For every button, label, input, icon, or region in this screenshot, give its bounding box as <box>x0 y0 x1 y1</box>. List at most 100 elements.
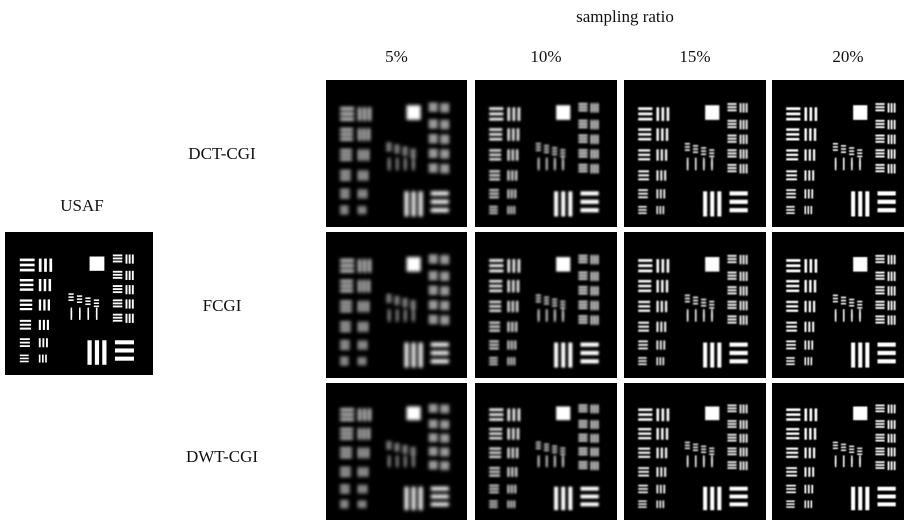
target-bar <box>87 314 89 320</box>
target-bar <box>340 418 354 421</box>
target-bar <box>489 330 500 332</box>
target-bar <box>340 471 351 473</box>
target-bar <box>441 272 443 281</box>
target-bar <box>662 107 665 121</box>
target-bar <box>90 257 105 271</box>
target-bar <box>891 272 893 281</box>
target-bar <box>703 191 707 216</box>
target-bar <box>894 286 896 295</box>
target-bar <box>693 297 698 299</box>
target-bar <box>875 123 884 125</box>
target-bar <box>656 408 659 421</box>
target-bar <box>515 170 517 180</box>
target-bar <box>554 487 558 510</box>
target-bar <box>447 120 449 129</box>
target-bar <box>403 154 408 156</box>
target-bar <box>554 343 558 368</box>
target-bar <box>362 301 364 312</box>
target-bar <box>340 433 353 435</box>
target-bar <box>405 343 409 368</box>
target-bar <box>888 272 890 281</box>
target-bar <box>431 200 449 204</box>
target-bar <box>638 475 649 477</box>
target-bar <box>786 452 798 454</box>
target-bar <box>441 164 443 173</box>
target-bar <box>44 279 47 291</box>
target-bar <box>685 442 690 443</box>
target-bar <box>849 452 854 453</box>
target-bar <box>638 348 648 350</box>
target-bar <box>429 126 438 128</box>
target-bar <box>746 149 748 158</box>
target-bar <box>71 314 73 320</box>
target-bar <box>875 275 884 277</box>
target-bar <box>489 500 498 502</box>
target-bar <box>441 103 443 112</box>
target-bar <box>85 297 90 299</box>
target-bar <box>512 128 514 141</box>
target-bar <box>20 324 31 326</box>
target-bar <box>42 338 44 347</box>
target-bar <box>431 351 449 355</box>
target-bar <box>743 120 745 129</box>
target-bar <box>660 500 662 508</box>
target-bar <box>507 301 509 312</box>
target-bar <box>638 488 648 490</box>
target-bar <box>891 461 893 470</box>
target-bar <box>405 487 409 510</box>
target-bar <box>656 500 658 508</box>
target-bar <box>444 120 446 129</box>
target-bar <box>429 315 438 317</box>
target-bar <box>853 257 867 272</box>
target-bar <box>656 189 658 198</box>
target-bar <box>740 272 742 281</box>
target-bar <box>786 154 798 156</box>
target-bar <box>638 113 652 116</box>
target-bar <box>812 170 814 180</box>
target-bar <box>429 258 438 260</box>
target-bar <box>591 461 593 470</box>
target-bar <box>429 461 438 463</box>
target-bar <box>444 103 446 112</box>
target-bar <box>489 506 498 508</box>
target-bar <box>849 302 854 304</box>
target-bar <box>20 345 30 347</box>
target-bar <box>685 146 690 148</box>
target-bar <box>594 164 596 173</box>
target-bar <box>709 451 714 452</box>
target-bar <box>786 413 800 416</box>
target-bar <box>786 158 798 160</box>
target-bar <box>578 164 587 166</box>
target-bar <box>746 461 748 470</box>
target-bar <box>663 357 665 365</box>
target-bar <box>507 467 509 477</box>
target-bar <box>665 448 667 459</box>
target-bar <box>685 448 690 449</box>
target-bar <box>429 405 438 407</box>
target-bar <box>20 342 30 344</box>
target-bar <box>536 301 541 303</box>
target-bar <box>804 408 807 421</box>
target-bar <box>638 408 652 411</box>
target-bar <box>429 278 438 280</box>
target-bar <box>857 149 862 151</box>
target-bar <box>447 315 449 324</box>
target-bar <box>594 405 596 414</box>
target-bar <box>857 156 862 158</box>
target-bar <box>810 408 813 421</box>
target-bar <box>340 428 353 430</box>
target-bar <box>113 299 123 301</box>
target-bar <box>693 145 698 147</box>
target-bar <box>489 149 501 151</box>
target-bar <box>340 154 352 156</box>
target-bar <box>786 193 796 195</box>
target-bar <box>849 449 854 450</box>
target-bar <box>804 485 806 494</box>
target-bar <box>841 444 846 445</box>
target-bar <box>661 149 663 160</box>
target-bar <box>786 475 797 477</box>
target-bar <box>809 301 811 312</box>
target-bar <box>340 408 354 411</box>
target-bar <box>578 440 587 442</box>
target-bar <box>594 272 596 281</box>
